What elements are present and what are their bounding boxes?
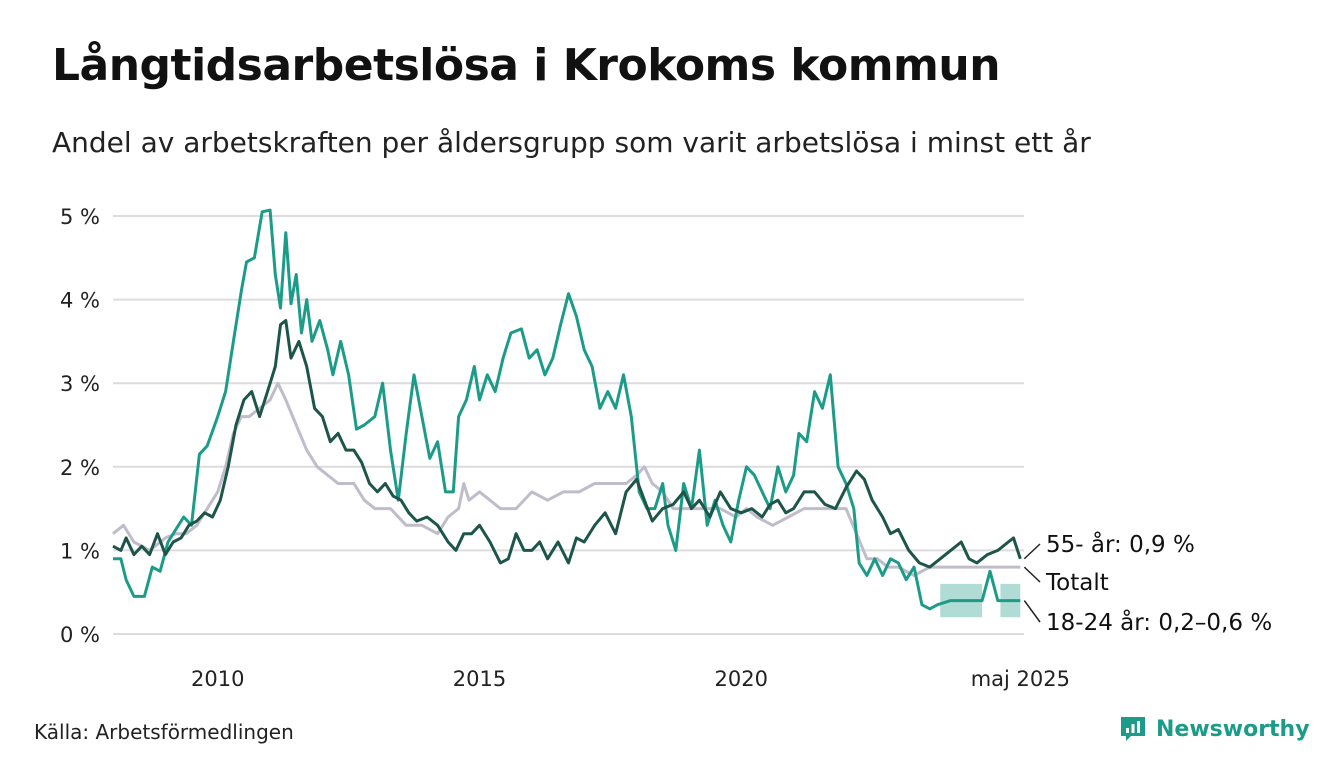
y-tick-label: 5 % (60, 205, 100, 229)
label-leader-line (1023, 543, 1041, 560)
label-leader-line (1023, 566, 1041, 583)
label-leader-line (1023, 600, 1041, 623)
y-tick-label: 3 % (60, 372, 100, 396)
x-tick-label: maj 2025 (971, 667, 1070, 691)
y-tick-label: 4 % (60, 289, 100, 313)
series-line-totalt (112, 381, 1021, 577)
end-labels: 55- år: 0,9 % Totalt 18-24 år: 0,2–0,6 % (1023, 530, 1272, 636)
x-tick-label: 2015 (453, 667, 506, 691)
y-tick-label: 1 % (60, 539, 100, 563)
series-end-label: 55- år: 0,9 % (1046, 530, 1195, 558)
series-end-label: 18-24 år: 0,2–0,6 % (1046, 608, 1272, 636)
series-end-label: Totalt (1045, 570, 1109, 596)
series-line-55-r (112, 319, 1022, 569)
line-chart: 0 %1 %2 %3 %4 %5 % 2010 2015 2020 maj 2025 … (60, 205, 1272, 691)
brand-name: Newsworthy (1156, 716, 1310, 742)
series-lines (112, 208, 1022, 611)
chart-subtitle: Andel av arbetskraften per åldersgrupp s… (52, 126, 1091, 159)
brand-logo: Newsworthy (1118, 714, 1310, 744)
y-tick-label: 2 % (60, 456, 100, 480)
x-tick-label: 2020 (715, 667, 768, 691)
grid-lines (113, 215, 1024, 635)
y-tick-label: 0 % (60, 623, 100, 647)
x-tick-label: 2010 (191, 667, 244, 691)
y-axis: 0 % 1 % 2 % 3 % 4 % 5 % (60, 205, 100, 647)
newsworthy-logo-icon (1121, 717, 1145, 741)
source-note: Källa: Arbetsförmedlingen (34, 720, 294, 744)
chart-title: Långtidsarbetslösa i Krokoms kommun (52, 40, 1001, 91)
x-axis: 2010 2015 2020 maj 2025 (191, 667, 1070, 691)
series-line-18-24-r (113, 208, 1021, 611)
